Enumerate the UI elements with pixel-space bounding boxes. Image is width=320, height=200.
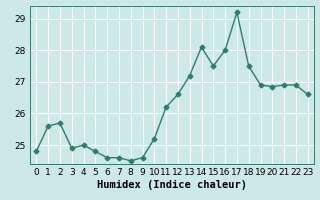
X-axis label: Humidex (Indice chaleur): Humidex (Indice chaleur) (97, 180, 247, 190)
